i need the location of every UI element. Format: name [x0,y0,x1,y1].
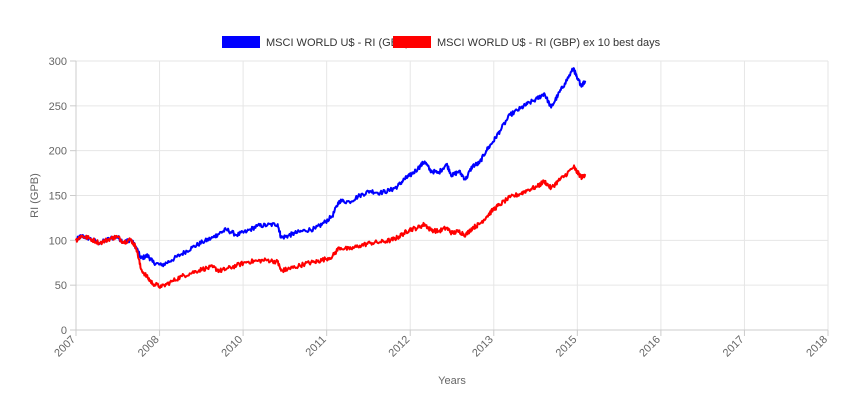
x-tick-label: 2017 [721,334,747,360]
series-line-0 [75,67,587,268]
y-tick-label: 0 [61,325,67,337]
y-tick-label: 300 [49,56,67,68]
grid [75,60,829,331]
axes [70,60,829,336]
x-tick-label: 2012 [387,334,413,360]
y-tick-label: 50 [55,280,67,292]
x-tick-label: 2011 [304,334,329,359]
legend-swatch-0 [222,36,260,48]
legend-label-0[interactable]: MSCI WORLD U$ - RI (GBP) [266,37,409,49]
y-axis-title: RI (GPB) [29,173,41,218]
x-tick-label: 2007 [52,334,78,360]
x-tick-label: 2018 [804,334,830,360]
x-axis-title: Years [438,375,466,387]
series-group [75,67,587,289]
legend-label-1[interactable]: MSCI WORLD U$ - RI (GBP) ex 10 best days [437,37,661,49]
series-line-1 [75,164,587,289]
x-tick-label: 2008 [136,334,162,360]
y-tick-label: 100 [49,235,67,247]
x-tick-label: 2013 [470,334,496,360]
legend-swatch-1 [393,36,431,48]
y-tick-label: 150 [49,191,67,203]
x-tick-label: 2010 [219,334,245,360]
x-tick-label: 2016 [637,334,663,360]
y-tick-label: 200 [49,146,67,158]
legend: MSCI WORLD U$ - RI (GBP) MSCI WORLD U$ - … [222,36,661,49]
x-tick-label: 2015 [554,334,580,360]
y-tick-label: 250 [49,101,67,113]
